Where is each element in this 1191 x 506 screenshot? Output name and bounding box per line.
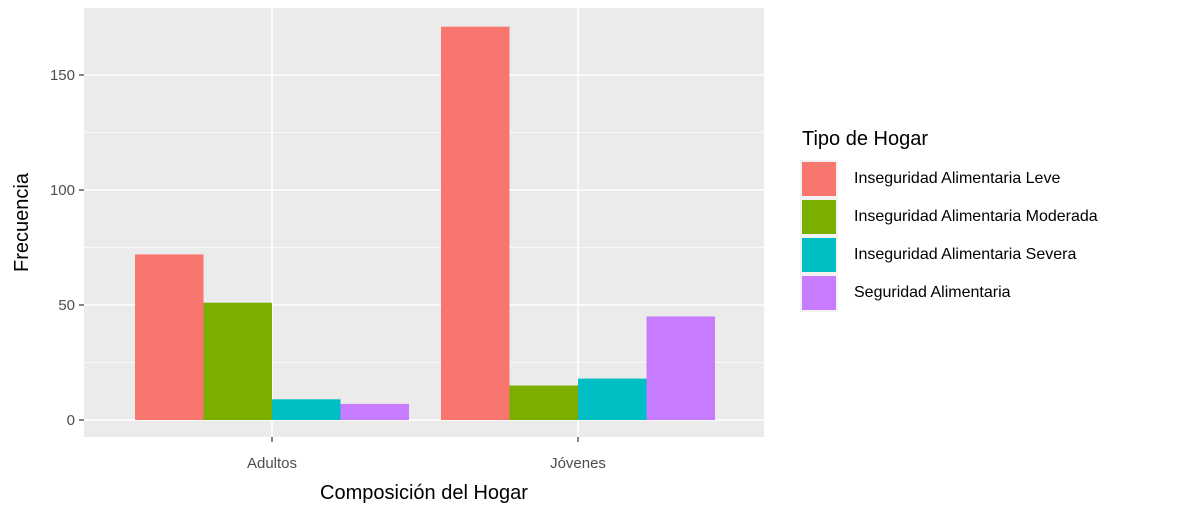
y-tick-label: 0 <box>67 412 75 429</box>
legend-swatch-seguridad <box>802 276 836 310</box>
bar <box>340 403 409 420</box>
x-axis-title: Composición del Hogar <box>320 482 528 504</box>
x-tick-label: Jóvenes <box>550 455 606 472</box>
legend-key <box>800 198 838 236</box>
bar <box>441 26 510 420</box>
legend-title: Tipo de Hogar <box>802 128 928 150</box>
bar-chart: 0 50 100 150 Adultos Jóvenes Composición del… <box>11 8 764 504</box>
legend-key <box>800 274 838 312</box>
legend-key <box>800 160 838 198</box>
x-axis: Adultos Jóvenes <box>247 437 606 472</box>
bar <box>578 378 647 420</box>
bar <box>646 316 715 420</box>
legend-swatch-severa <box>802 238 836 272</box>
bar <box>272 399 341 420</box>
legend: Tipo de Hogar Inseguridad Alimentaria Le… <box>800 128 1098 312</box>
bar <box>509 385 578 420</box>
y-tick-label: 100 <box>50 182 75 199</box>
y-tick-label: 50 <box>58 297 75 314</box>
y-axis: 0 50 100 150 <box>50 67 84 429</box>
legend-label: Inseguridad Alimentaria Severa <box>854 246 1077 263</box>
y-tick-label: 150 <box>50 67 75 84</box>
legend-item-moderada: Inseguridad Alimentaria Moderada <box>800 198 1098 236</box>
legend-label: Seguridad Alimentaria <box>854 284 1011 301</box>
legend-swatch-moderada <box>802 200 836 234</box>
legend-label: Inseguridad Alimentaria Moderada <box>854 208 1098 225</box>
legend-swatch-leve <box>802 162 836 196</box>
legend-label: Inseguridad Alimentaria Leve <box>854 170 1061 187</box>
legend-key <box>800 236 838 274</box>
legend-item-seguridad: Seguridad Alimentaria <box>800 274 1098 312</box>
bar <box>203 302 272 420</box>
legend-item-severa: Inseguridad Alimentaria Severa <box>800 236 1098 274</box>
x-tick-label: Adultos <box>247 455 297 472</box>
bar <box>135 254 204 420</box>
legend-item-leve: Inseguridad Alimentaria Leve <box>800 160 1098 198</box>
y-axis-title: Frecuencia <box>11 172 33 272</box>
bars <box>135 26 715 420</box>
